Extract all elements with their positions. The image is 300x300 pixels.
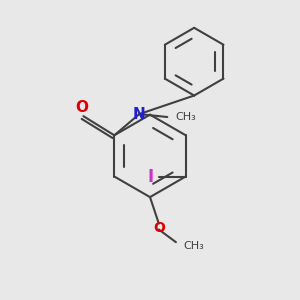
Text: N: N (133, 106, 146, 122)
Text: O: O (75, 100, 88, 116)
Text: O: O (153, 221, 165, 235)
Text: CH₃: CH₃ (184, 241, 205, 251)
Text: CH₃: CH₃ (176, 112, 196, 122)
Text: I: I (148, 167, 154, 185)
